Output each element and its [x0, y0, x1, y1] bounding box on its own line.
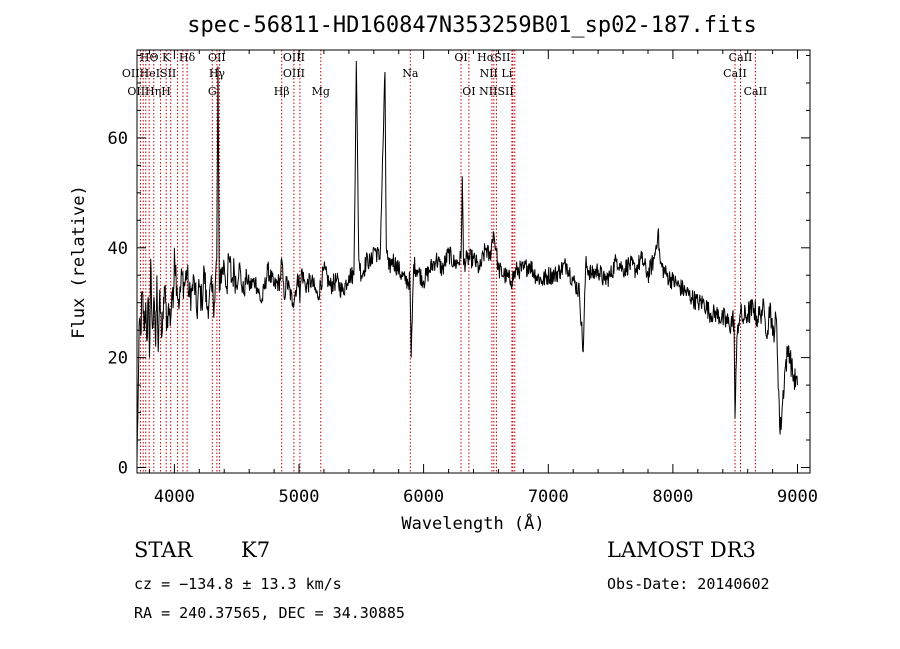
line-marker-label-5: OI — [454, 51, 467, 64]
line-marker-label-11: Na — [402, 67, 419, 80]
spectrum-line — [136, 60, 798, 463]
line-marker-label-14: OIIHηH — [127, 85, 170, 98]
y-tick-label-1: 20 — [108, 349, 128, 369]
chart-title: spec-56811-HD160847N353259B01_sp02-187.f… — [187, 13, 757, 38]
x-tick-label-3: 7000 — [528, 487, 569, 507]
line-marker-label-7: CaII — [729, 51, 753, 64]
line-marker-label-0: HΘ — [140, 51, 159, 64]
x-axis-label: Wavelength (Å) — [401, 512, 544, 534]
line-marker-label-9: Hγ — [209, 67, 226, 80]
line-marker-label-8: OIIHeISII — [122, 67, 176, 80]
y-tick-label-3: 60 — [108, 129, 128, 149]
x-tick-label-2: 6000 — [403, 487, 444, 507]
line-marker-label-16: Hβ — [274, 85, 290, 98]
line-marker-label-3: OII — [208, 51, 226, 64]
line-marker-label-19: NIISII — [479, 85, 514, 98]
x-tick-label-1: 5000 — [279, 487, 320, 507]
line-marker-label-1: K — [162, 51, 171, 64]
velocity-readout: cz = −134.8 ± 13.3 km/s — [134, 575, 342, 593]
x-tick-label-0: 4000 — [154, 487, 195, 507]
line-marker-label-10: OIII — [283, 67, 305, 80]
survey-name: LAMOST DR3 — [607, 538, 756, 562]
y-axis-label: Flux (relative) — [69, 185, 89, 339]
line-marker-label-15: G — [208, 85, 217, 98]
line-marker-label-18: OI — [462, 85, 475, 98]
y-tick-label-0: 0 — [118, 459, 128, 479]
line-marker-label-6: HαSII — [477, 51, 510, 64]
observation-date: Obs-Date: 20140602 — [607, 575, 770, 593]
line-marker-label-4: OIII — [283, 51, 305, 64]
line-markers: HΘ K Hδ OII OIII OI HαSII CaII OIIHeISII Hγ OIII Na… — [122, 50, 767, 473]
line-marker-label-12: NII Li — [480, 67, 513, 80]
coordinates-readout: RA = 240.37565, DEC = 34.30885 — [134, 604, 405, 622]
x-tick-label-5: 9000 — [777, 487, 818, 507]
line-marker-label-20: CaII — [744, 85, 768, 98]
object-class: STAR — [134, 538, 193, 562]
y-tick-label-2: 40 — [108, 239, 128, 259]
line-marker-label-2: Hδ — [179, 51, 196, 64]
line-marker-label-13: CaII — [723, 67, 747, 80]
line-marker-label-17: Mg — [312, 85, 330, 98]
plot-frame — [136, 49, 811, 474]
x-tick-label-4: 8000 — [652, 487, 693, 507]
spectral-subclass: K7 — [241, 538, 271, 562]
axis-ticks: 4000 5000 6000 7000 8000 9000 0 20 40 60 — [108, 50, 818, 507]
